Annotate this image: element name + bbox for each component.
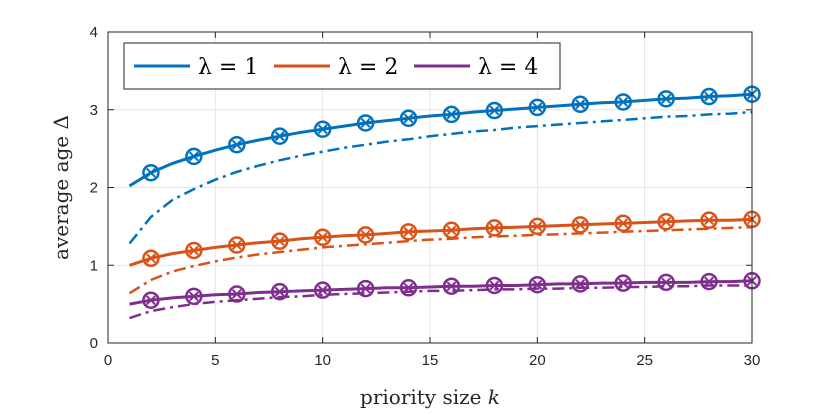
series-2-marker xyxy=(270,232,289,250)
series-3-marker xyxy=(700,272,718,291)
y-tick-label: 1 xyxy=(90,257,98,274)
x-tick-label: 30 xyxy=(744,352,761,369)
series-2-dashdot-line xyxy=(128,225,753,295)
series-2-marker xyxy=(485,219,504,237)
series-1-marker xyxy=(528,98,547,117)
series-3-marker xyxy=(142,291,160,309)
series-2-marker xyxy=(142,249,160,268)
series-2-marker xyxy=(442,221,461,240)
series-3-marker xyxy=(657,273,675,292)
series-1-marker xyxy=(657,90,675,108)
series-2-solid-line xyxy=(129,217,753,267)
y-tick-label: 0 xyxy=(90,335,98,352)
series-3-marker xyxy=(313,281,332,299)
series-3-marker xyxy=(356,279,375,298)
series-3-marker xyxy=(571,275,590,293)
series-2-marker xyxy=(614,214,632,233)
series-1 xyxy=(128,85,761,245)
x-axis-label-text: priority size xyxy=(360,385,481,409)
series-1-marker xyxy=(399,109,418,128)
series-3-marker xyxy=(270,282,289,301)
axis-ticks: 0 5 10 15 20 25 30 0 1 2 3 4 xyxy=(90,24,761,369)
y-axis-label-text: average age xyxy=(49,136,73,260)
series-2-marker xyxy=(228,236,246,254)
series-1-marker xyxy=(313,120,332,138)
series-2 xyxy=(128,210,761,295)
series-1-marker xyxy=(142,163,160,182)
x-tick-label: 5 xyxy=(211,352,219,369)
legend-label: λ = 1 xyxy=(198,55,258,80)
series-1-dashdot-line xyxy=(128,110,753,245)
series-2-marker xyxy=(313,228,332,247)
y-axis-label: average age Δ xyxy=(49,115,73,260)
series-2-marker xyxy=(528,217,547,236)
series-3-marker xyxy=(442,277,461,295)
series-3-marker xyxy=(528,275,547,294)
series-1-marker xyxy=(228,135,246,154)
y-axis-label-var: Δ xyxy=(49,115,73,129)
x-axis-label: priority size k xyxy=(360,385,500,409)
series-3-marker xyxy=(185,287,203,306)
x-tick-label: 15 xyxy=(422,352,439,369)
series-2-marker xyxy=(399,223,418,241)
series-2-marker xyxy=(571,216,590,234)
series-1-solid-line xyxy=(128,92,753,188)
x-tick-label: 25 xyxy=(636,352,653,369)
legend-label: λ = 4 xyxy=(478,55,538,80)
series-3-marker xyxy=(399,279,418,297)
x-axis-label-var: k xyxy=(488,385,500,409)
series-1-marker xyxy=(185,147,203,166)
series-1-marker xyxy=(571,95,590,114)
series-3-marker xyxy=(614,274,632,292)
series-2-marker xyxy=(657,212,675,231)
legend-box xyxy=(123,42,561,90)
series-1-marker xyxy=(700,87,718,106)
y-tick-label: 3 xyxy=(90,102,98,119)
legend-label: λ = 2 xyxy=(338,55,398,80)
series-1-marker xyxy=(614,93,632,111)
series-2-marker xyxy=(700,211,718,229)
series-1-marker xyxy=(442,105,461,124)
series-layer xyxy=(128,85,761,320)
series-3-marker xyxy=(228,285,246,303)
series-2-marker xyxy=(185,241,203,260)
series-2-marker xyxy=(356,226,375,244)
x-tick-label: 0 xyxy=(104,352,112,369)
series-3-marker xyxy=(485,276,504,295)
y-tick-label: 2 xyxy=(90,180,98,197)
series-1-marker xyxy=(485,101,504,120)
series-1-marker xyxy=(270,127,289,145)
legend: λ = 1 λ = 2 λ = 4 xyxy=(123,42,561,90)
series-3-solid-line xyxy=(129,279,753,306)
series-3 xyxy=(129,272,761,320)
y-tick-label: 4 xyxy=(90,24,98,41)
series-1-marker xyxy=(356,114,375,132)
x-tick-label: 20 xyxy=(529,352,546,369)
x-tick-label: 10 xyxy=(314,352,331,369)
